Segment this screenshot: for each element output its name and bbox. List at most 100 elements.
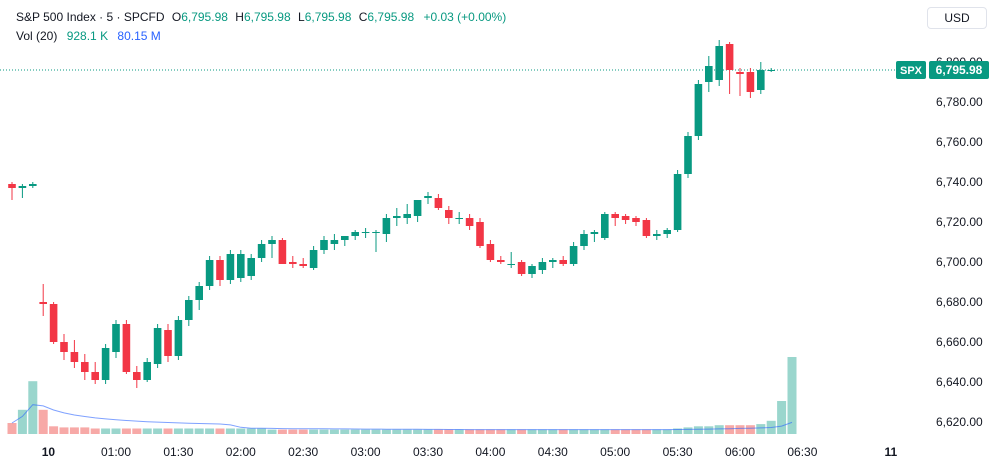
volume-bar (641, 429, 651, 434)
volume-bar (59, 427, 69, 434)
time-tick-label: 04:30 (538, 445, 568, 459)
candle (684, 132, 692, 178)
volume-bar (621, 429, 631, 434)
volume-bar (205, 428, 215, 434)
open-value: 6,795.98 (181, 10, 228, 24)
price-tick-label: 6,620.00 (936, 415, 983, 429)
volume-bar (704, 426, 714, 434)
chart-legend: S&P 500 Index · 5 · SPCFD O6,795.98 H6,7… (16, 8, 506, 46)
volume-bar (485, 429, 495, 434)
candle (330, 234, 339, 250)
volume-bar (277, 429, 287, 434)
volume-bar (777, 401, 787, 434)
time-tick-label: 03:30 (413, 445, 443, 459)
volume-bar (350, 429, 360, 434)
time-tick-label: 02:00 (226, 445, 256, 459)
candle (580, 230, 588, 250)
candle (528, 264, 536, 278)
candle (590, 230, 599, 242)
price-tick-label: 6,760.00 (936, 135, 983, 149)
candle (746, 68, 755, 98)
volume-bar (465, 429, 475, 434)
volume-bar (579, 429, 589, 434)
low-label: L (298, 10, 305, 24)
volume-bar (589, 429, 599, 434)
price-tick-label: 6,680.00 (936, 295, 983, 309)
volume-bar (90, 428, 100, 434)
candle (372, 230, 380, 252)
volume-value: 928.1 K (66, 29, 109, 43)
candle (538, 258, 547, 274)
volume-bar (309, 429, 319, 434)
price-tick-label: 6,640.00 (936, 375, 983, 389)
candle (632, 216, 640, 226)
candle (413, 200, 422, 222)
volume-bar (475, 429, 485, 434)
volume-bar (444, 429, 454, 434)
candle (143, 358, 151, 382)
close-label: C (358, 10, 368, 24)
volume-legend-row: Vol (20) 928.1 K 80.15 M (16, 27, 506, 46)
high-label: H (235, 10, 244, 24)
candle (455, 212, 463, 224)
volume-bar (80, 427, 90, 434)
volume-label[interactable]: Vol (20) (16, 29, 58, 43)
volume-bar (787, 357, 797, 434)
volume-bar (236, 428, 246, 434)
last-price-value: 6,795.98 (936, 63, 983, 77)
candle (549, 258, 557, 268)
candle (757, 62, 765, 94)
symbol-title[interactable]: S&P 500 Index · 5 · SPCFD (16, 10, 165, 24)
candle (715, 40, 723, 86)
volume-bar (725, 425, 735, 434)
candle (601, 212, 609, 240)
last-price-symbol: SPX (900, 65, 923, 77)
candle (361, 228, 370, 238)
candle (642, 218, 651, 238)
candle (8, 182, 16, 200)
volume-bar (111, 428, 121, 434)
volume-ma-value: 80.15 M (117, 29, 161, 43)
volume-bar (496, 429, 506, 434)
candle (122, 320, 131, 374)
volume-bar (142, 428, 152, 434)
candle (268, 236, 276, 258)
volume-bar (69, 427, 79, 434)
candle (393, 208, 401, 226)
volume-bar (693, 426, 703, 434)
volume-bar (631, 429, 641, 434)
candle (434, 194, 443, 210)
volume-bar (714, 425, 724, 434)
volume-bar (225, 428, 235, 434)
volume-bar (49, 426, 59, 434)
currency-button[interactable]: USD (927, 7, 987, 29)
candle (257, 240, 266, 262)
volume-bar (361, 429, 371, 434)
time-axis[interactable] (0, 438, 1000, 471)
candle (112, 320, 120, 358)
volume-bar (433, 429, 443, 434)
price-axis[interactable] (922, 38, 1000, 438)
volume-bar (153, 428, 163, 434)
low-value: 6,795.98 (304, 10, 352, 24)
candle (569, 242, 578, 266)
candle (39, 284, 47, 316)
open-label: O (171, 10, 182, 24)
price-tick-label: 6,660.00 (936, 335, 983, 349)
close-value: 6,795.98 (367, 10, 415, 24)
candle (164, 324, 172, 362)
candle (507, 252, 515, 268)
candle (424, 192, 432, 204)
candle (29, 182, 37, 188)
ohlc-legend-row: S&P 500 Index · 5 · SPCFD O6,795.98 H6,7… (16, 8, 506, 27)
volume-bar (246, 428, 256, 434)
volume-bar (371, 429, 381, 434)
candle (278, 238, 287, 264)
volume-bar (662, 429, 672, 434)
volume-bar (537, 429, 547, 434)
candle (767, 68, 775, 72)
candle (101, 344, 110, 384)
candle (476, 218, 484, 248)
time-tick-label: 02:30 (288, 445, 318, 459)
